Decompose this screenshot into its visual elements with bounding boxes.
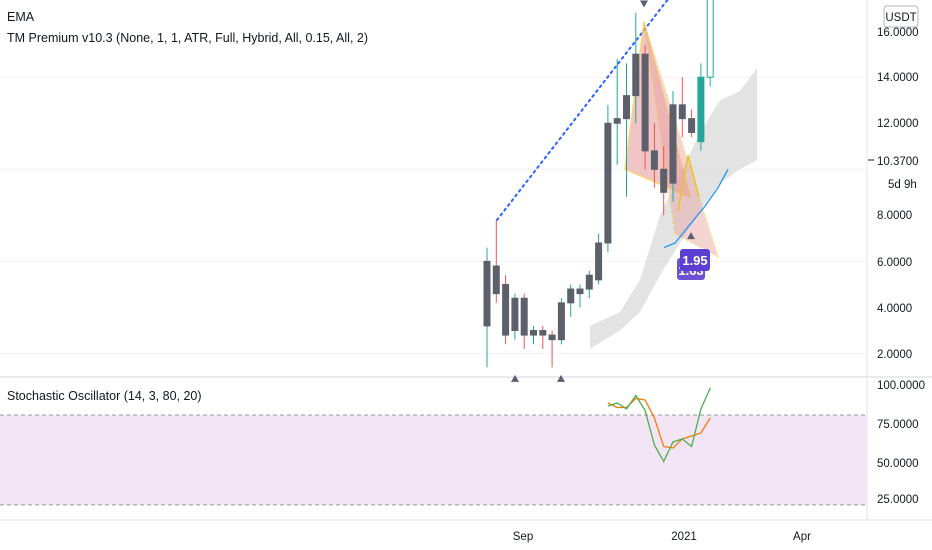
stochastic-k-line	[607, 387, 711, 463]
legend-ema[interactable]: EMA	[7, 10, 35, 24]
cloud-polygon	[590, 67, 757, 349]
stochastic-band-fill	[0, 414, 867, 505]
candle-body	[697, 76, 705, 143]
candle-body	[669, 104, 677, 184]
sell-marker-1	[640, 0, 648, 8]
candle-body	[585, 274, 593, 290]
stochastic-lines	[607, 387, 711, 463]
currency-button[interactable]: USDT	[883, 5, 919, 28]
pattern-triangle-2	[643, 21, 720, 259]
price-pane[interactable]	[0, 0, 868, 375]
candles	[483, 0, 714, 368]
candle-body	[660, 168, 668, 193]
legend-stochastic[interactable]: Stochastic Oscillator (14, 3, 80, 20)	[7, 389, 202, 403]
price-tick-12: 12.0000	[877, 118, 919, 130]
time-tick-apr: Apr	[793, 531, 811, 543]
candle-body	[613, 118, 621, 124]
osc-tick-75: 75.0000	[877, 419, 919, 431]
candle-body	[548, 334, 556, 341]
pattern-label-front-text: 1.95	[682, 253, 707, 268]
ema-curve	[663, 168, 729, 249]
candle-body	[567, 288, 575, 304]
candle-body	[623, 95, 630, 120]
price-tick-16: 16.0000	[877, 27, 919, 39]
current-price-label: 10.3700	[877, 156, 919, 168]
currency-button-label[interactable]: USDT	[885, 12, 916, 24]
osc-tick-100: 100.0000	[877, 380, 925, 392]
price-tick-4: 4.0000	[877, 303, 912, 315]
legend-tm-premium[interactable]: TM Premium v10.3 (None, 1, 1, ATR, Full,…	[7, 31, 368, 45]
pattern-label-front: 1.95	[680, 249, 710, 271]
candle-body	[678, 104, 686, 120]
buy-marker-2	[557, 374, 565, 382]
buy-marker-3	[687, 232, 695, 240]
candle-body	[520, 297, 528, 336]
price-tick-2: 2.0000	[877, 349, 912, 361]
candle-body	[641, 53, 649, 152]
time-tick-2021: 2021	[671, 531, 697, 543]
price-tick-14: 14.0000	[877, 72, 919, 84]
stochastic-band	[0, 414, 867, 506]
pattern-label-front-box	[680, 249, 710, 271]
osc-tick-50: 50.0000	[877, 458, 919, 470]
candle-body	[650, 150, 658, 170]
candle-body	[539, 329, 547, 336]
bar-countdown-label: 5d 9h	[888, 179, 917, 191]
signal-markers	[511, 0, 695, 382]
currency-button-box[interactable]	[883, 5, 919, 28]
candle-body	[557, 302, 565, 341]
cloud-area	[590, 67, 757, 349]
candle-body	[492, 265, 500, 295]
candle-body	[530, 329, 537, 336]
candle-body	[502, 283, 510, 336]
candle-body	[688, 118, 696, 133]
candle-body	[511, 297, 519, 331]
pattern-leg-bc	[677, 155, 700, 211]
candle-body	[632, 53, 640, 97]
buy-marker-1	[511, 374, 519, 382]
candle-body	[576, 288, 584, 295]
candle-body	[595, 242, 603, 281]
candle-body	[706, 0, 714, 78]
candle-body	[483, 260, 491, 327]
osc-tick-25: 25.0000	[877, 494, 919, 506]
price-tick-8: 8.0000	[877, 210, 912, 222]
time-tick-sep: Sep	[513, 531, 533, 543]
ema-line	[663, 168, 729, 249]
candle-body	[604, 122, 612, 244]
price-tick-6: 6.0000	[877, 257, 912, 269]
